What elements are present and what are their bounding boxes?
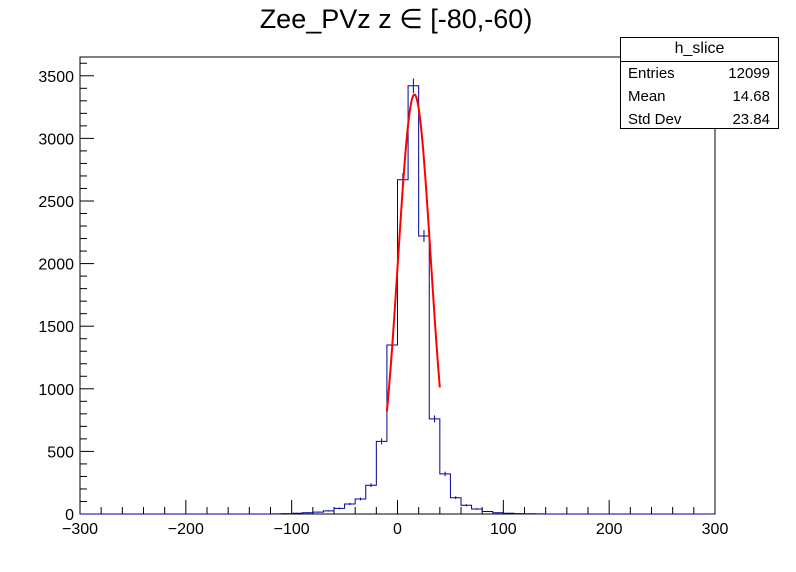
stats-row-entries: Entries 12099 bbox=[621, 62, 778, 85]
x-tick-label: 200 bbox=[596, 521, 623, 538]
fit-curve bbox=[385, 93, 441, 412]
histogram bbox=[80, 78, 715, 515]
chart-title: Zee_PVz z ∈ [-80,-60) bbox=[260, 4, 533, 34]
y-tick-label: 2500 bbox=[38, 194, 74, 211]
stats-stddev-value: 23.84 bbox=[732, 111, 770, 128]
x-tick-label: 300 bbox=[702, 521, 729, 538]
histogram-line bbox=[80, 85, 715, 515]
stats-row-stddev: Std Dev 23.84 bbox=[621, 108, 778, 131]
x-axis: −300 −200 −100 0 100 200 300 bbox=[62, 500, 728, 538]
y-tick-label: 500 bbox=[47, 444, 74, 461]
x-tick-label: −200 bbox=[168, 521, 204, 538]
stats-entries-label: Entries bbox=[628, 65, 675, 82]
stats-entries-value: 12099 bbox=[728, 65, 770, 82]
y-tick-label: 3500 bbox=[38, 69, 74, 86]
stats-box: h_slice Entries 12099 Mean 14.68 Std Dev… bbox=[620, 37, 779, 129]
y-tick-label: 2000 bbox=[38, 257, 74, 274]
y-tick-label: 1000 bbox=[38, 382, 74, 399]
stats-row-mean: Mean 14.68 bbox=[621, 85, 778, 108]
gaussian-fit bbox=[385, 93, 441, 412]
x-tick-label: −100 bbox=[274, 521, 310, 538]
x-tick-label: −300 bbox=[62, 521, 98, 538]
x-tick-label: 0 bbox=[393, 521, 402, 538]
stats-mean-value: 14.68 bbox=[732, 88, 770, 105]
y-tick-label: 0 bbox=[65, 507, 74, 524]
y-tick-label: 3000 bbox=[38, 131, 74, 148]
y-axis: 0 500 1000 1500 2000 2500 3000 3500 bbox=[38, 62, 94, 524]
stats-title: h_slice bbox=[621, 38, 778, 62]
stats-mean-label: Mean bbox=[628, 88, 666, 105]
y-tick-label: 1500 bbox=[38, 319, 74, 336]
stats-stddev-label: Std Dev bbox=[628, 111, 682, 128]
x-tick-label: 100 bbox=[490, 521, 517, 538]
